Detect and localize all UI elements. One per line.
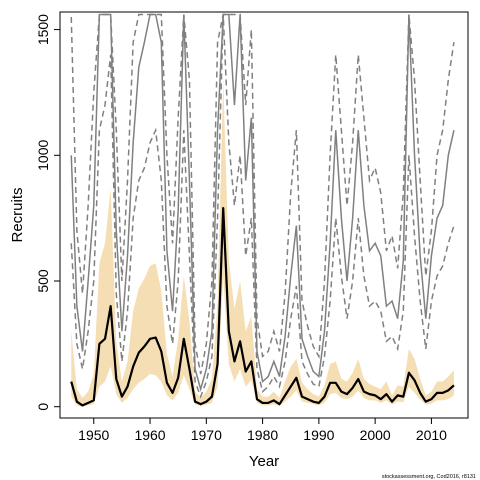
main-series-line bbox=[70, 206, 455, 407]
x-tick-label-1970: 1970 bbox=[191, 427, 222, 443]
x-tick-label-1950: 1950 bbox=[78, 427, 109, 443]
confidence-band-layer bbox=[71, 79, 454, 407]
x-tick-label-2010: 2010 bbox=[416, 427, 447, 443]
y-axis-title: Recruits bbox=[9, 187, 26, 242]
y-tick-label-1000: 1000 bbox=[35, 140, 51, 171]
x-tick-label-2000: 2000 bbox=[360, 427, 391, 443]
other-series-line-3 bbox=[70, 14, 455, 399]
credit-text: stockassessment.org, Cod2016, r8131 bbox=[382, 474, 476, 480]
y-axis: 0 500 1000 1500 bbox=[35, 14, 60, 411]
x-tick-label-1980: 1980 bbox=[247, 427, 278, 443]
x-axis: 1950 1960 1970 1980 1990 2000 2010 bbox=[78, 418, 447, 443]
other-series-line-2 bbox=[70, 13, 455, 375]
x-tick-label-1960: 1960 bbox=[134, 427, 165, 443]
plot-frame bbox=[59, 11, 469, 419]
other-series-line-1 bbox=[70, 13, 455, 392]
y-tick-label-0: 0 bbox=[35, 403, 51, 411]
main-series-layer bbox=[70, 206, 455, 407]
plot-area bbox=[70, 13, 455, 407]
other-series-layer bbox=[70, 13, 455, 399]
x-axis-title: Year bbox=[249, 453, 279, 470]
y-tick-label-500: 500 bbox=[35, 269, 51, 293]
x-tick-label-1990: 1990 bbox=[303, 427, 334, 443]
confidence-band bbox=[71, 79, 454, 407]
y-tick-label-1500: 1500 bbox=[35, 14, 51, 45]
